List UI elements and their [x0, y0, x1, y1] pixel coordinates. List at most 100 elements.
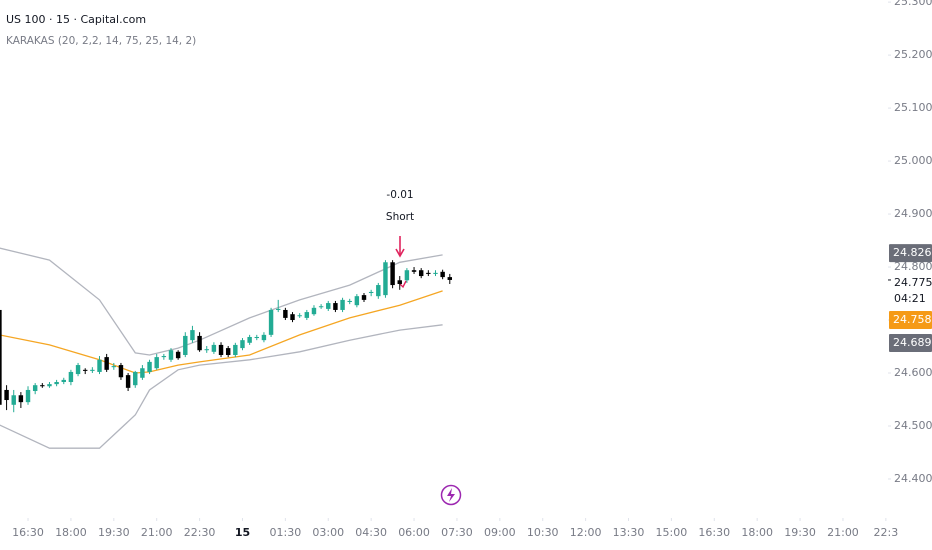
candle-body [40, 385, 45, 387]
candle-body [290, 314, 295, 321]
signal-value: -0.01 [386, 189, 413, 201]
y-tick-label: 25.300,0 [894, 0, 932, 8]
y-tick-label: 25.100,0 [894, 101, 932, 114]
candle-body [418, 270, 424, 277]
y-tick-label: 24.900,0 [894, 207, 932, 220]
candle-body [90, 369, 95, 371]
candle-body [354, 296, 360, 306]
candle-body [190, 330, 195, 341]
countdown: 04:21 [894, 292, 926, 305]
signal-mark [398, 280, 407, 289]
candle-body [397, 280, 402, 284]
candle-body [25, 389, 31, 403]
candle-body [0, 309, 2, 405]
y-tick-label: 24.600,0 [894, 366, 932, 379]
candle-body [161, 356, 167, 358]
price-label-box [889, 310, 932, 329]
candle-body [225, 348, 231, 355]
x-tick-label: 06:00 [398, 526, 430, 539]
candle-body [368, 291, 374, 293]
x-tick-label: 10:30 [527, 526, 559, 539]
y-tick-label: 24.400,0 [894, 472, 932, 485]
candle-body [311, 307, 317, 315]
candle-body [247, 336, 252, 343]
x-tick-label: 01:30 [270, 526, 302, 539]
candle-body [118, 365, 124, 378]
y-tick-label: 24.800,0 [894, 260, 932, 273]
indicator-line [0, 290, 443, 374]
x-tick-label: 21:00 [141, 526, 173, 539]
candle-body [283, 309, 288, 318]
candle-body [340, 299, 345, 310]
candle-body [147, 361, 152, 372]
candle-body [240, 340, 245, 349]
alert-icon[interactable] [440, 484, 462, 506]
price-label-box [889, 333, 932, 352]
x-tick-label: 03:00 [312, 526, 344, 539]
candle-body [47, 384, 52, 387]
y-tick-label: 25.200,0 [894, 48, 932, 61]
candle-body [54, 382, 59, 385]
candle-body [125, 375, 131, 388]
x-tick-label: 18:00 [55, 526, 87, 539]
candle-body [276, 308, 281, 310]
candle-body [61, 379, 66, 383]
candle-body [376, 285, 381, 297]
candle-body [347, 300, 352, 303]
indicator-line [0, 247, 443, 356]
candle-body [390, 262, 395, 286]
indicator-line [0, 324, 443, 449]
x-tick-label: 19:30 [98, 526, 130, 539]
x-tick-label: 19:30 [784, 526, 816, 539]
x-tick-label: 16:30 [12, 526, 44, 539]
candle-body [133, 371, 138, 386]
candle-body [111, 366, 117, 368]
candle-body [218, 344, 224, 355]
x-tick-label: 15:00 [656, 526, 688, 539]
price-label-box [889, 244, 932, 263]
candle-body [254, 336, 259, 339]
y-tick-label: 25.000,0 [894, 154, 932, 167]
candle-body [175, 351, 181, 359]
x-tick-label: 15 [235, 526, 250, 539]
candle-body [411, 270, 417, 272]
candle-body [433, 272, 438, 274]
candle-body [326, 303, 331, 309]
candle-body [197, 335, 202, 351]
candle-body [4, 389, 9, 401]
signal-arrow [395, 236, 405, 258]
candle-body [318, 306, 324, 308]
x-tick-label: 12:00 [570, 526, 602, 539]
candle-body [183, 335, 188, 355]
candle-body [211, 344, 217, 352]
x-tick-label: 04:30 [355, 526, 387, 539]
x-tick-label: 22:30 [184, 526, 216, 539]
x-tick-label: 22:3 [874, 526, 899, 539]
x-tick-label: 16:30 [698, 526, 730, 539]
candle-body [233, 344, 238, 355]
candle-body [268, 309, 274, 335]
candle-body [426, 272, 431, 274]
x-tick-label: 21:00 [827, 526, 859, 539]
candle-body [68, 371, 74, 383]
candle-body [297, 315, 302, 317]
x-tick-label: 07:30 [441, 526, 473, 539]
candle-body [361, 295, 367, 300]
candle-body [18, 395, 24, 403]
candle-body [204, 349, 209, 351]
candle-body [440, 271, 445, 278]
x-tick-label: 13:30 [613, 526, 645, 539]
price-label: 24.758,0 [893, 313, 932, 326]
chart-title: US 100 · 15 · Capital.com [6, 13, 146, 26]
candle-body [447, 277, 453, 280]
candle-body [82, 369, 88, 371]
candle-body [261, 334, 267, 341]
x-tick-label: 18:00 [741, 526, 773, 539]
candle-body [104, 357, 109, 370]
candle-body [97, 359, 102, 372]
candle-body [75, 365, 81, 375]
signal-label: Short [386, 211, 414, 223]
candle-body [11, 395, 16, 405]
